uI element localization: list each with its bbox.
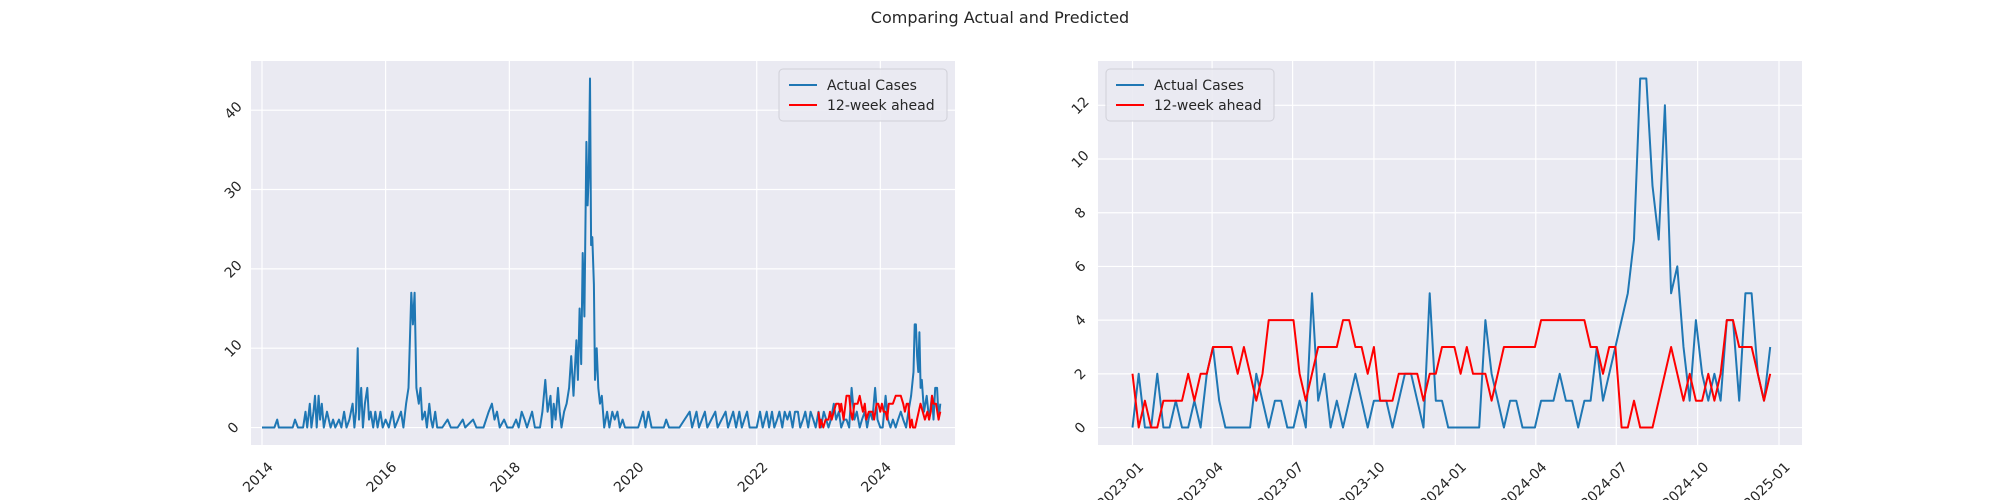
- x-tick-label: 2023-04: [1174, 459, 1227, 500]
- series-line-actual-cases: [1131, 77, 1772, 429]
- y-tick-label: 12: [1069, 94, 1093, 118]
- legend: Actual Cases 12-week ahead: [1105, 68, 1275, 122]
- legend-label: 12-week ahead: [827, 98, 935, 114]
- legend: Actual Cases 12-week ahead: [778, 68, 948, 122]
- figure-title: Comparing Actual and Predicted: [870, 8, 1130, 27]
- legend-label: Actual Cases: [1154, 78, 1244, 94]
- x-tick-label: 2020: [611, 459, 648, 496]
- chart-panel-2: 0 2 4 6 8 10 12 2023-01 2023-04 2023-07 2023-10 202…: [1069, 61, 1802, 500]
- y-tick-label: 40: [222, 99, 246, 123]
- x-tick-label: 2016: [364, 459, 401, 496]
- x-tick-label: 2024-10: [1660, 459, 1713, 500]
- chart-panel-1: 0 10 20 30 40 2014 2016 2018 2020 2022 2024 Actual …: [222, 61, 955, 496]
- plot-area: [1098, 61, 1802, 445]
- x-tick-label: 2023-10: [1336, 459, 1389, 500]
- legend-box: [778, 68, 948, 122]
- y-tick-label: 2: [1072, 366, 1090, 384]
- x-tick-label: 2024-07: [1578, 459, 1631, 500]
- x-tick-label: 2024-01: [1417, 459, 1470, 500]
- x-tick-label: 2014: [240, 459, 277, 496]
- x-tick-label: 2025-01: [1741, 459, 1794, 500]
- y-tick-label: 4: [1072, 312, 1090, 330]
- x-tick-label: 2022: [735, 459, 772, 496]
- x-tick-label: 2024-04: [1498, 459, 1551, 500]
- legend-label: 12-week ahead: [1154, 98, 1262, 114]
- y-tick-label: 20: [222, 258, 246, 282]
- x-tick-label: 2024: [858, 459, 895, 496]
- series-line-12-week-ahead: [817, 394, 942, 429]
- y-tick-label: 6: [1072, 258, 1090, 276]
- y-tick-label: 0: [225, 419, 243, 437]
- y-tick-label: 10: [222, 337, 246, 361]
- y-tick-label: 8: [1072, 205, 1090, 223]
- legend-box: [1105, 68, 1275, 122]
- series-line-12-week-ahead: [1131, 319, 1772, 429]
- y-tick-label: 10: [1069, 148, 1093, 172]
- y-tick-label: 30: [222, 178, 246, 202]
- x-tick-label: 2023-07: [1255, 459, 1308, 500]
- legend-label: Actual Cases: [827, 78, 917, 94]
- plot-area: [251, 61, 955, 445]
- x-tick-label: 2018: [487, 459, 524, 496]
- x-tick-label: 2023-01: [1094, 459, 1147, 500]
- y-tick-label: 0: [1072, 419, 1090, 437]
